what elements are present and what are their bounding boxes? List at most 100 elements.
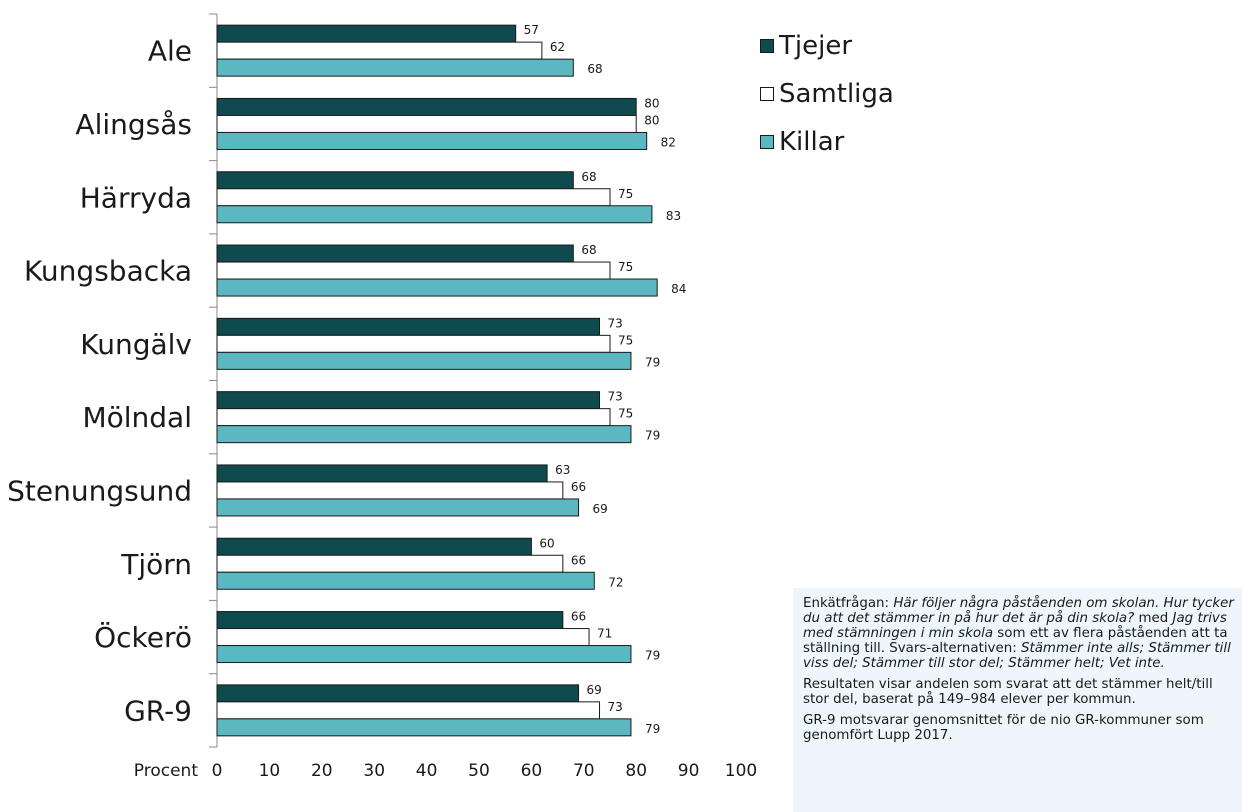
bar-tjejer xyxy=(216,537,532,556)
data-label: 79 xyxy=(645,429,660,443)
category-label: Ale xyxy=(148,35,192,68)
x-tick-label: 70 xyxy=(573,761,595,781)
bar-samtliga xyxy=(216,334,611,353)
bar-killar xyxy=(216,58,574,77)
bar-samtliga xyxy=(216,41,543,60)
x-axis-title: Procent xyxy=(134,761,199,781)
survey-info-box: Enkätfrågan: Här följer några påståenden… xyxy=(793,588,1242,812)
category-label: Tjörn xyxy=(120,548,192,581)
data-label: 79 xyxy=(645,722,660,736)
legend-item-killar: Killar xyxy=(760,118,894,166)
bar-samtliga xyxy=(216,628,590,647)
data-label: 71 xyxy=(597,627,612,641)
data-label: 66 xyxy=(571,553,586,567)
x-tick-label: 50 xyxy=(468,761,490,781)
info-text: Enkätfrågan: xyxy=(803,596,894,611)
data-label: 73 xyxy=(608,700,623,714)
data-label: 68 xyxy=(587,62,602,76)
legend-label: Tjejer xyxy=(779,31,853,61)
data-label: 75 xyxy=(618,333,633,347)
data-label: 60 xyxy=(539,536,554,550)
x-tick-label: 0 xyxy=(212,761,223,781)
data-label: 73 xyxy=(608,316,623,330)
legend: Tjejer Samtliga Killar xyxy=(760,22,894,166)
data-label: 83 xyxy=(666,209,681,223)
data-label: 75 xyxy=(618,260,633,274)
x-tick-label: 60 xyxy=(521,761,543,781)
data-label: 62 xyxy=(550,40,565,54)
category-label: Härryda xyxy=(80,181,192,214)
category-label: Alingsås xyxy=(75,108,192,141)
data-label: 68 xyxy=(581,243,596,257)
category-label: Stenungsund xyxy=(7,474,192,507)
bar-tjejer xyxy=(216,244,574,263)
x-tick-label: 30 xyxy=(363,761,385,781)
legend-swatch-icon xyxy=(760,135,774,149)
info-text: som ett av flera påståenden att ta ställ… xyxy=(803,626,1228,656)
data-label: 84 xyxy=(671,282,686,296)
bar-killar xyxy=(216,498,580,517)
bar-samtliga xyxy=(216,408,611,427)
data-label: 72 xyxy=(608,575,623,589)
bar-samtliga xyxy=(216,481,564,500)
legend-item-tjejer: Tjejer xyxy=(760,22,894,70)
bar-tjejer xyxy=(216,684,580,703)
x-tick-label: 20 xyxy=(311,761,333,781)
legend-label: Killar xyxy=(779,127,845,157)
legend-item-samtliga: Samtliga xyxy=(760,70,894,118)
bar-tjejer xyxy=(216,97,637,116)
data-label: 66 xyxy=(571,610,586,624)
info-text: med xyxy=(1134,611,1173,626)
bar-samtliga xyxy=(216,554,564,573)
category-label: Kungälv xyxy=(80,328,192,361)
data-label: 66 xyxy=(571,480,586,494)
info-statement: Jag trivs med stämningen i min skola xyxy=(803,611,1227,641)
bar-killar xyxy=(216,278,658,297)
bar-killar xyxy=(216,131,648,150)
data-label: 69 xyxy=(587,683,602,697)
bar-samtliga xyxy=(216,114,637,133)
x-tick-label: 90 xyxy=(678,761,700,781)
category-label: Kungsbacka xyxy=(24,255,192,288)
bar-samtliga xyxy=(216,188,611,207)
bar-killar xyxy=(216,205,653,224)
bar-tjejer xyxy=(216,391,601,410)
labels-layer: Ale576268Alingsås808082Härryda687583Kung… xyxy=(7,23,686,736)
bar-killar xyxy=(216,425,632,444)
info-options: Stämmer inte alls; Stämmer till viss del… xyxy=(803,641,1231,671)
bar-tjejer xyxy=(216,611,564,630)
bar-killar xyxy=(216,351,632,370)
category-label: Mölndal xyxy=(82,401,192,434)
bar-tjejer xyxy=(216,171,574,190)
axis-layer: 0 10 20 30 40 50 60 70 80 90 100 xyxy=(209,13,757,781)
bar-killar xyxy=(216,645,632,664)
data-label: 63 xyxy=(555,463,570,477)
x-tick-label: 10 xyxy=(259,761,281,781)
x-tick-label: 80 xyxy=(625,761,647,781)
x-tick-label: 40 xyxy=(416,761,438,781)
bar-samtliga xyxy=(216,261,611,280)
category-label: GR-9 xyxy=(124,694,192,727)
bar-killar xyxy=(216,718,632,737)
bar-tjejer xyxy=(216,464,548,483)
bar-killar xyxy=(216,571,595,590)
info-question: Här följer några påståenden om skolan. H… xyxy=(803,596,1234,626)
category-label: Öckerö xyxy=(94,620,192,654)
legend-swatch-icon xyxy=(760,39,774,53)
data-label: 75 xyxy=(618,187,633,201)
results-paragraph: Resultaten visar andelen som svarat att … xyxy=(803,677,1213,707)
legend-label: Samtliga xyxy=(779,79,894,109)
bar-samtliga xyxy=(216,701,601,720)
gr9-paragraph: GR-9 motsvarar genomsnittet för de nio G… xyxy=(803,713,1204,743)
data-label: 69 xyxy=(593,502,608,516)
data-label: 79 xyxy=(645,649,660,663)
bar-tjejer xyxy=(216,317,601,336)
data-label: 73 xyxy=(608,390,623,404)
legend-swatch-icon xyxy=(760,87,774,101)
data-label: 79 xyxy=(645,355,660,369)
data-label: 80 xyxy=(644,96,659,110)
survey-question-paragraph: Enkätfrågan: Här följer några påståenden… xyxy=(803,596,1234,671)
bar-tjejer xyxy=(216,24,517,43)
data-label: 57 xyxy=(524,23,539,37)
x-tick-label: 100 xyxy=(725,761,757,781)
